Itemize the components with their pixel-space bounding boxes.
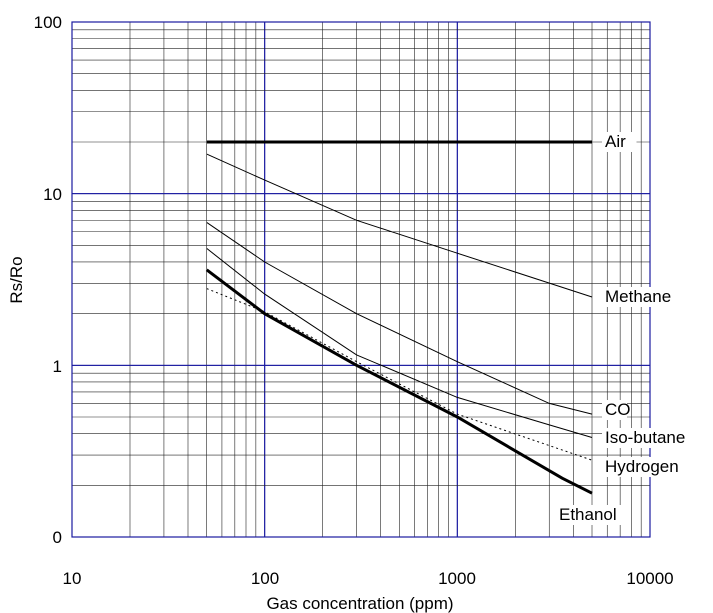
series-label-background (602, 428, 703, 448)
series-label-background (602, 287, 675, 307)
y-tick-labels: 0 1 10 100 (34, 13, 62, 547)
plot-frame (71, 21, 651, 538)
y-tick-1: 1 (53, 357, 62, 376)
series-label-background (556, 505, 629, 525)
plot-border (71, 21, 651, 538)
series-label-iso-butane: Iso-butane (605, 428, 685, 447)
series-label-methane: Methane (605, 287, 671, 306)
x-axis-title: Gas concentration (ppm) (266, 594, 453, 613)
series-lines (205, 140, 593, 495)
y-tick-0: 0 (53, 528, 62, 547)
series-label-air: Air (605, 132, 626, 151)
series-labels: Air Methane CO Iso-butane Hydrogen Ethanol (556, 132, 703, 525)
x-tick-labels: 10 100 1000 10000 (63, 569, 674, 588)
series-line-ethanol (205, 268, 593, 495)
series-label-hydrogen: Hydrogen (605, 457, 679, 476)
x-tick-10: 10 (63, 569, 82, 588)
x-tick-1000: 1000 (438, 569, 476, 588)
series-line-iso-butane (206, 248, 593, 438)
x-tick-10000: 10000 (626, 569, 673, 588)
series-line-co (206, 221, 593, 415)
series-line-methane (206, 153, 593, 298)
y-tick-100: 100 (34, 13, 62, 32)
series-label-ethanol: Ethanol (559, 505, 617, 524)
series-line-hydrogen (206, 288, 593, 461)
series-label-background (602, 457, 684, 477)
grid (71, 21, 651, 538)
series-label-co: CO (605, 400, 631, 419)
y-tick-10: 10 (43, 185, 62, 204)
series-label-background (602, 400, 627, 420)
y-axis-title: Rs/Ro (7, 256, 26, 303)
series-label-background (602, 132, 637, 152)
x-tick-100: 100 (251, 569, 279, 588)
